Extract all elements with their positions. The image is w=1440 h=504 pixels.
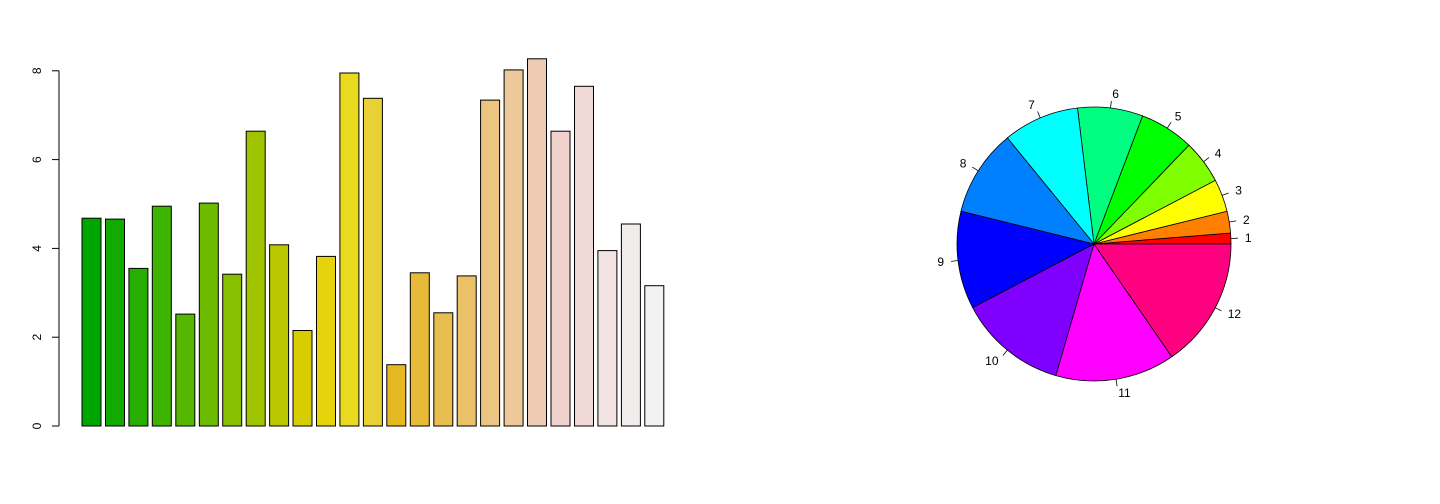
bar [222,273,243,427]
bar [105,218,125,427]
pie-label-tick [1002,349,1008,356]
pie-label: 11 [1118,386,1131,400]
bar [362,97,383,427]
bar [480,99,501,427]
bar [339,72,360,427]
y-axis: 0 2 4 6 8 [30,67,60,429]
y-tick-label: 6 [30,156,44,163]
bar [198,202,219,427]
bar [527,58,547,427]
pie-slice [956,210,1096,309]
pie-label: 6 [1112,87,1119,101]
bar [433,312,454,427]
bar [81,217,102,427]
bar [316,255,336,427]
pie-label-tick [972,166,979,172]
bar [409,272,430,427]
bar [151,205,172,427]
pie-slice [972,243,1095,377]
pie-label: 1 [1245,231,1252,245]
pie-label: 7 [1028,98,1035,112]
pie-label-tick [1115,379,1118,387]
pie-label: 8 [960,156,967,170]
bar [550,130,571,427]
pie-label: 10 [985,354,999,368]
bar [456,275,477,427]
pie-label-tick [1221,192,1229,196]
bar [574,85,594,427]
pie-slice [1055,243,1173,382]
y-tick-label: 2 [30,334,44,341]
pie-label-tick [1110,101,1112,109]
bar [175,313,196,427]
pie-label: 2 [1243,213,1250,227]
pie-label: 3 [1235,184,1242,198]
bars [81,58,665,427]
bar [269,244,290,427]
pie-label-tick [1166,122,1172,129]
pie-label-tick [1229,220,1237,223]
y-tick-label: 8 [30,67,44,74]
bar [245,130,266,427]
bar [620,223,641,427]
bar [386,364,407,427]
bar [644,285,665,427]
pie-label-tick [951,260,959,262]
pie-label-tick [1037,111,1041,119]
bar [292,330,313,427]
pie-label: 4 [1215,146,1222,160]
pie-label: 12 [1228,307,1242,321]
pie-slice [1093,243,1232,358]
pie-slices [956,106,1232,382]
pie-label-tick [1203,157,1210,163]
bar [597,250,618,427]
pie-label: 9 [937,255,944,269]
bar-chart: 0 2 4 6 8 [30,58,665,429]
y-tick-label: 0 [30,422,44,429]
pie-label-tick [1215,307,1222,312]
pie-label: 5 [1175,109,1182,123]
bar [503,69,524,427]
bar [128,267,149,427]
y-tick-label: 4 [30,245,44,252]
